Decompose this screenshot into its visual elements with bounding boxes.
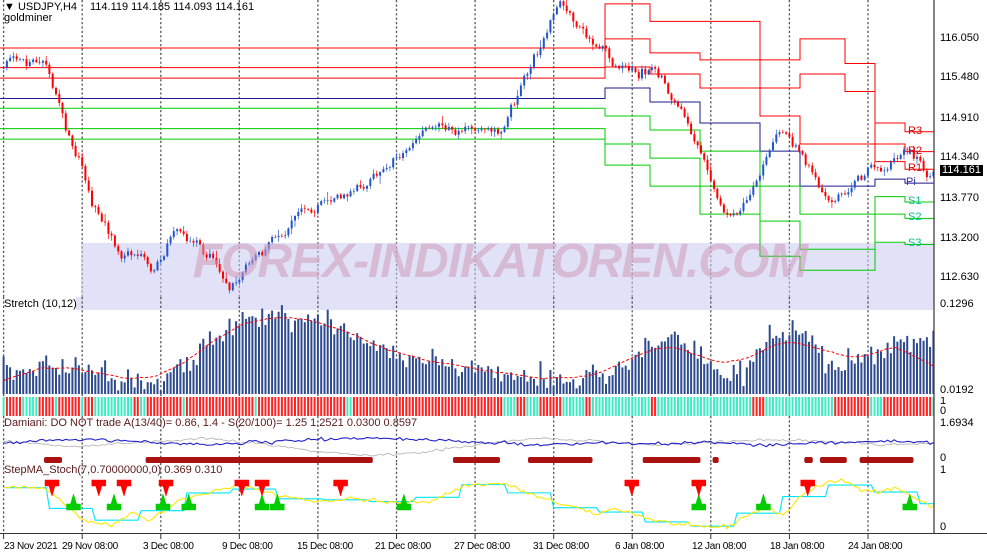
svg-text:FOREX-INDIKATOREN.COM: FOREX-INDIKATOREN.COM [193,235,810,288]
